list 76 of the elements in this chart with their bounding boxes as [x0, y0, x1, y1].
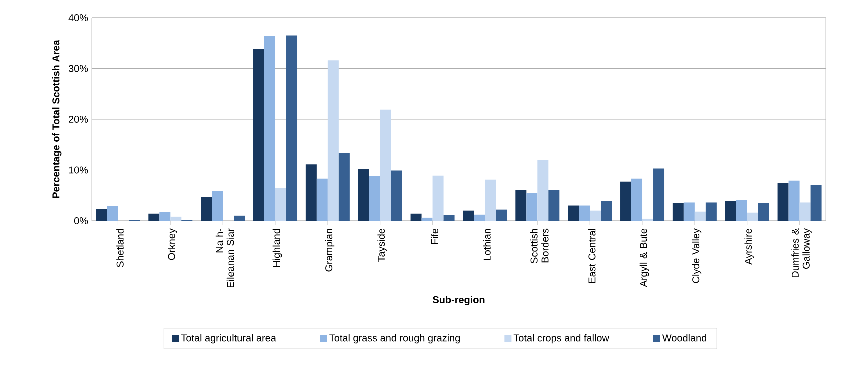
bar — [358, 169, 370, 221]
bar — [654, 168, 665, 221]
y-tick-label: 0% — [74, 217, 88, 225]
bar — [234, 216, 246, 221]
y-tick-label: 40% — [68, 14, 88, 22]
bar — [548, 190, 560, 221]
bar — [201, 197, 212, 221]
bar — [590, 210, 602, 221]
x-tick-label: Shetland — [116, 229, 124, 268]
bar — [579, 206, 590, 221]
bar — [212, 191, 224, 221]
bar — [264, 36, 276, 221]
bar — [672, 203, 684, 221]
legend-label: Total agricultural area — [181, 334, 276, 344]
bar — [276, 188, 287, 221]
x-tick-label: Dumfries & Galloway — [792, 228, 812, 278]
bar — [632, 178, 643, 221]
bar — [306, 164, 317, 221]
bar — [422, 218, 433, 221]
bar — [725, 201, 736, 221]
bar — [568, 206, 580, 221]
x-tick-label: Orkney — [168, 228, 178, 260]
x-axis-title: Sub-region — [433, 296, 485, 306]
bar — [338, 152, 350, 221]
bar — [148, 214, 160, 221]
bar — [369, 176, 380, 221]
x-tick-label: Highland — [272, 229, 282, 268]
y-tick-label: 10% — [69, 166, 88, 174]
x-tick-label: East Central — [588, 229, 596, 284]
y-tick-label: 30% — [68, 65, 88, 72]
bar — [516, 190, 527, 221]
bar — [601, 201, 612, 221]
bar — [788, 180, 800, 221]
bar — [96, 209, 108, 221]
bar — [316, 178, 328, 221]
bar — [254, 49, 265, 221]
bar — [684, 202, 695, 221]
bar — [758, 203, 770, 221]
bar — [160, 212, 171, 221]
bar — [328, 60, 339, 221]
bar — [778, 182, 789, 221]
bar — [496, 210, 508, 221]
bar — [800, 202, 811, 221]
legend-label: Total crops and fallow — [514, 334, 610, 344]
bar — [444, 215, 455, 221]
x-tick-label: Ayrshire — [744, 228, 754, 265]
bar — [810, 184, 822, 221]
x-tick-label: Clyde Valley — [692, 228, 702, 284]
x-tick-label: Grampian — [325, 229, 335, 272]
legend-label: Woodland — [662, 334, 706, 342]
bar — [485, 180, 496, 221]
bar — [736, 200, 748, 221]
x-tick-label: Lothian — [484, 229, 491, 260]
bar — [410, 214, 422, 221]
y-axis-title: Percentage of Total Scottish Area — [52, 40, 62, 198]
bar — [747, 212, 758, 221]
bar — [706, 202, 717, 221]
bar — [286, 36, 298, 221]
x-tick-label: Na h-Eileanan Siar — [216, 228, 234, 288]
x-tick-label: Argyll & Bute — [640, 228, 650, 288]
bar — [432, 176, 444, 221]
bar — [526, 193, 538, 221]
y-tick-label: 20% — [69, 116, 88, 124]
bar — [620, 182, 632, 221]
bar — [463, 210, 474, 221]
x-tick-label: Fife — [431, 228, 438, 244]
bar — [474, 214, 486, 221]
bar — [694, 212, 706, 221]
bar — [170, 216, 182, 221]
bar — [107, 206, 118, 221]
bar — [538, 160, 549, 221]
x-tick-label: Tayside — [378, 228, 387, 262]
x-tick-label: Scottish Borders — [530, 228, 549, 264]
bar — [380, 110, 392, 221]
legend-label: Total grass and rough grazing — [330, 334, 460, 344]
bar — [391, 170, 402, 221]
